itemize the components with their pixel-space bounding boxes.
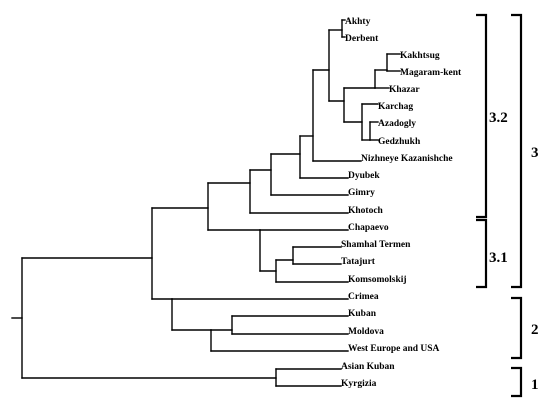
leaf-azadogly: Azadogly [378,119,416,129]
bracket-3 [511,13,523,289]
leaf-kuban: Kuban [348,309,377,319]
leaf-west-europe-and-usa: West Europe and USA [348,344,440,354]
leaf-kyrgizia: Kyrgizia [341,379,377,389]
leaf-gimry: Gimry [348,188,375,198]
leaf-tatajurt: Tatajurt [341,257,376,267]
group-label-1: 1 [531,377,539,393]
leaf-gedzhukh: Gedzhukh [378,137,421,147]
leaf-moldova: Moldova [348,327,384,337]
tree-branches [11,19,401,387]
leaf-asian-kuban: Asian Kuban [341,362,395,372]
bracket-1 [511,366,523,398]
leaf-magaram-kent: Magaram-kent [400,68,462,78]
leaf-khotoch: Khotoch [348,206,384,216]
group-label-3: 3 [531,145,539,161]
bracket-3-1 [476,218,488,289]
group-label-3-1: 3.1 [489,250,508,266]
leaf-labels: Akhty Derbent Kakhtsug Magaram-kent Khaz… [341,17,462,389]
group-brackets: 3.2 3.1 3 2 1 [476,13,539,398]
bracket-3-2 [476,13,488,219]
leaf-derbent: Derbent [345,34,379,44]
leaf-komsomolskij: Komsomolskij [348,275,407,285]
leaf-khazar: Khazar [389,85,420,95]
leaf-crimea: Crimea [348,292,379,302]
leaf-akhty: Akhty [345,17,371,27]
group-label-3-2: 3.2 [489,110,508,126]
leaf-chapaevo: Chapaevo [348,223,389,233]
leaf-karchag: Karchag [378,102,413,112]
group-label-2: 2 [531,322,539,338]
leaf-shamhal-termen: Shamhal Termen [341,240,411,250]
leaf-dyubek: Dyubek [348,171,380,181]
leaf-kakhtsug: Kakhtsug [400,51,440,61]
bracket-2 [511,296,523,360]
leaf-nizhneye-kazanishche: Nizhneye Kazanishche [361,154,453,164]
